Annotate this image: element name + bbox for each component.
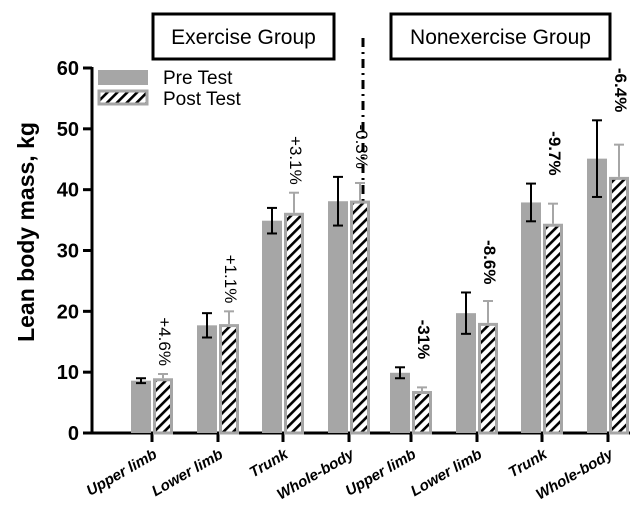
y-tick-label: 30 xyxy=(57,241,79,263)
x-tick-label: Upper limb xyxy=(343,446,419,500)
bar-pre xyxy=(197,325,217,433)
group-title-exercise: Exercise Group xyxy=(171,26,316,49)
x-tick-label: Upper limb xyxy=(84,446,160,500)
bar-post xyxy=(284,212,304,435)
legend-label-pre: Pre Test xyxy=(163,68,233,89)
y-axis-label: Lean body mass, kg xyxy=(13,122,39,342)
percent-change-label: -0.3% xyxy=(352,124,371,168)
x-tick-label: Trunk xyxy=(506,445,551,481)
x-tick-label: Lower limb xyxy=(408,446,485,500)
bar-pre xyxy=(262,220,282,433)
y-tick-label: 20 xyxy=(57,301,79,323)
bar-pre xyxy=(587,158,607,433)
x-tick-label: Trunk xyxy=(247,445,292,481)
percent-change-label: -8.6% xyxy=(480,240,499,284)
bar-pre xyxy=(131,380,151,433)
bar-pre xyxy=(521,202,541,433)
percent-change-label: +1.1% xyxy=(221,255,240,304)
bar-post xyxy=(153,378,173,435)
legend-label-post: Post Test xyxy=(163,89,242,110)
legend-swatch-post xyxy=(97,89,149,106)
percent-change-label: -31% xyxy=(414,320,433,360)
percent-change-label: -6.4% xyxy=(611,68,630,112)
group-title-nonexercise: Nonexercise Group xyxy=(410,26,591,49)
y-tick-label: 0 xyxy=(68,423,79,445)
bar-post xyxy=(543,223,563,435)
y-tick-label: 60 xyxy=(57,58,79,80)
bar-post xyxy=(478,322,498,435)
group-title-box-nonexercise xyxy=(389,12,612,61)
percent-change-label: +3.1% xyxy=(286,136,305,185)
bar-pre xyxy=(390,372,410,433)
legend-swatch-pre xyxy=(98,70,148,85)
group-title-box-exercise xyxy=(151,12,336,61)
y-tick-label: 40 xyxy=(57,180,79,202)
bar-pre xyxy=(456,313,476,433)
y-tick-label: 10 xyxy=(57,362,79,384)
bars xyxy=(131,119,629,435)
bar-post xyxy=(219,324,239,435)
x-tick-label: Lower limb xyxy=(149,446,226,500)
bar-post xyxy=(609,176,629,435)
y-tick-label: 50 xyxy=(57,119,79,141)
bar-pre xyxy=(328,201,348,433)
percent-change-label: -9.7% xyxy=(545,131,564,175)
legend: Pre Test Post Test xyxy=(97,68,242,110)
percent-change-label: +4.6% xyxy=(155,317,174,366)
bar-post xyxy=(350,200,370,435)
bar-post xyxy=(412,391,432,435)
